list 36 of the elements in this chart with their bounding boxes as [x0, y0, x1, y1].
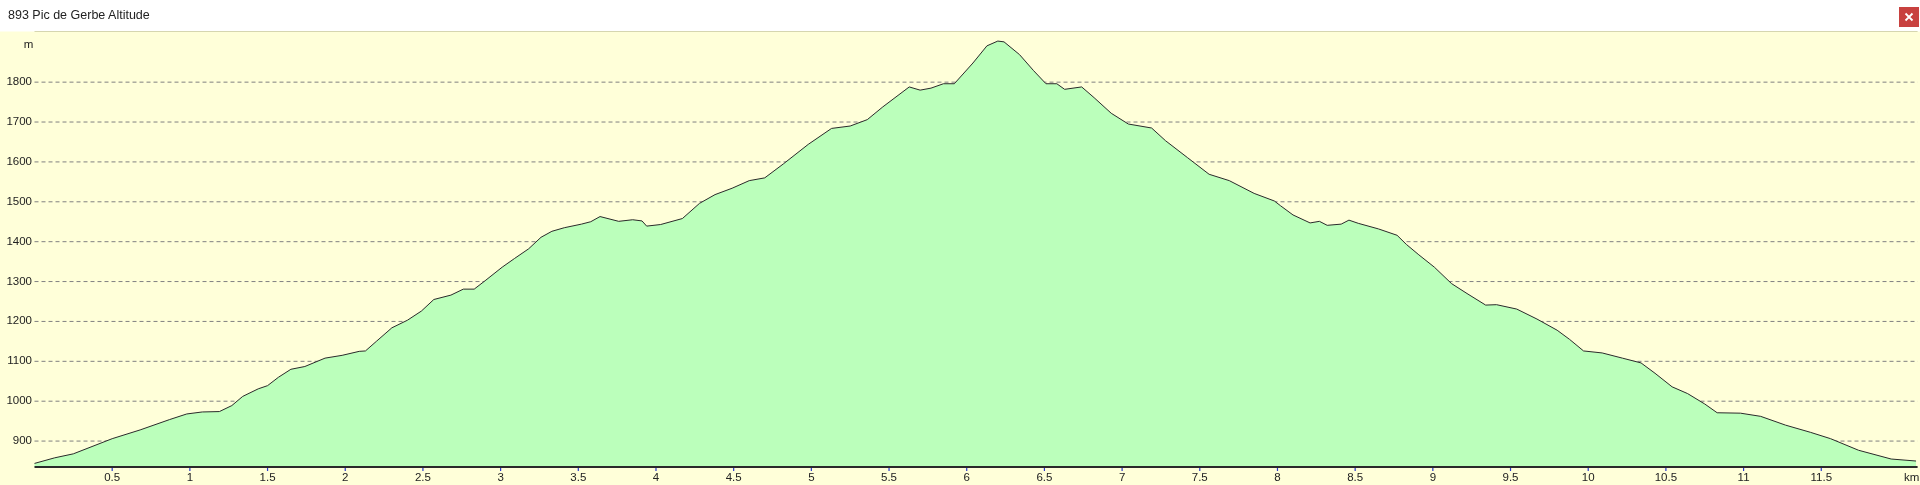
x-tick-label: 5.5 [881, 471, 898, 484]
x-tick-label: 11 [1737, 471, 1750, 484]
x-tick-label: 4 [652, 471, 660, 484]
x-tick-label: 6 [963, 471, 970, 484]
y-tick-label: 1300 [6, 274, 32, 287]
x-tick-label: 0.5 [104, 471, 121, 484]
y-tick-label: 1100 [7, 354, 32, 367]
x-tick-label: 1 [186, 471, 194, 484]
x-tick-label: 10.5 [1654, 471, 1678, 484]
y-tick-label: 1600 [6, 154, 32, 167]
y-tick-label: 1800 [6, 75, 32, 88]
x-tick-label: 7.5 [1191, 471, 1208, 484]
y-tick-label: 1000 [6, 394, 32, 407]
x-tick-label: 9.5 [1502, 471, 1519, 484]
y-tick-label: 1700 [6, 115, 32, 128]
y-axis-title: m [23, 38, 34, 51]
x-tick-label: 8.5 [1347, 471, 1364, 484]
x-tick-label: 9 [1429, 471, 1437, 484]
x-tick-label: 2 [342, 471, 349, 484]
x-tick-label: 4.5 [725, 471, 742, 484]
x-tick-label: 10 [1581, 471, 1595, 484]
x-tick-label: 2.5 [414, 471, 431, 484]
x-tick-label: 3.5 [570, 471, 587, 484]
chart-title: 893 Pic de Gerbe Altitude [8, 8, 150, 23]
x-axis-title: km [1903, 471, 1920, 484]
x-tick-label: 1.5 [259, 471, 276, 484]
y-tick-label: 900 [12, 434, 32, 447]
x-tick-label: 6.5 [1036, 471, 1053, 484]
x-tick-label: 5 [808, 471, 815, 484]
x-tick-label: 3 [497, 471, 504, 484]
y-tick-label: 1400 [6, 234, 32, 247]
y-tick-label: 1200 [6, 314, 32, 327]
x-tick-label: 8 [1274, 471, 1281, 484]
x-tick-label: 11.5 [1810, 471, 1833, 484]
x-tick-label: 7 [1118, 471, 1126, 484]
y-tick-label: 1500 [6, 194, 32, 207]
